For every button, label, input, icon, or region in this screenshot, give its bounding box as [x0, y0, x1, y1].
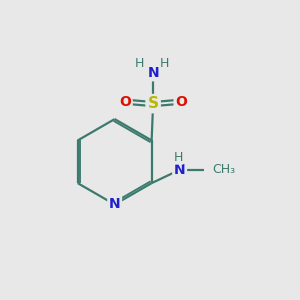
- Text: N: N: [174, 163, 185, 177]
- Text: S: S: [148, 96, 159, 111]
- Text: CH₃: CH₃: [212, 164, 235, 176]
- Text: H: H: [135, 57, 145, 70]
- Text: O: O: [119, 95, 131, 109]
- Text: H: H: [160, 57, 169, 70]
- Text: O: O: [175, 95, 187, 109]
- Text: N: N: [147, 66, 159, 80]
- Text: H: H: [173, 151, 183, 164]
- Text: N: N: [109, 197, 121, 212]
